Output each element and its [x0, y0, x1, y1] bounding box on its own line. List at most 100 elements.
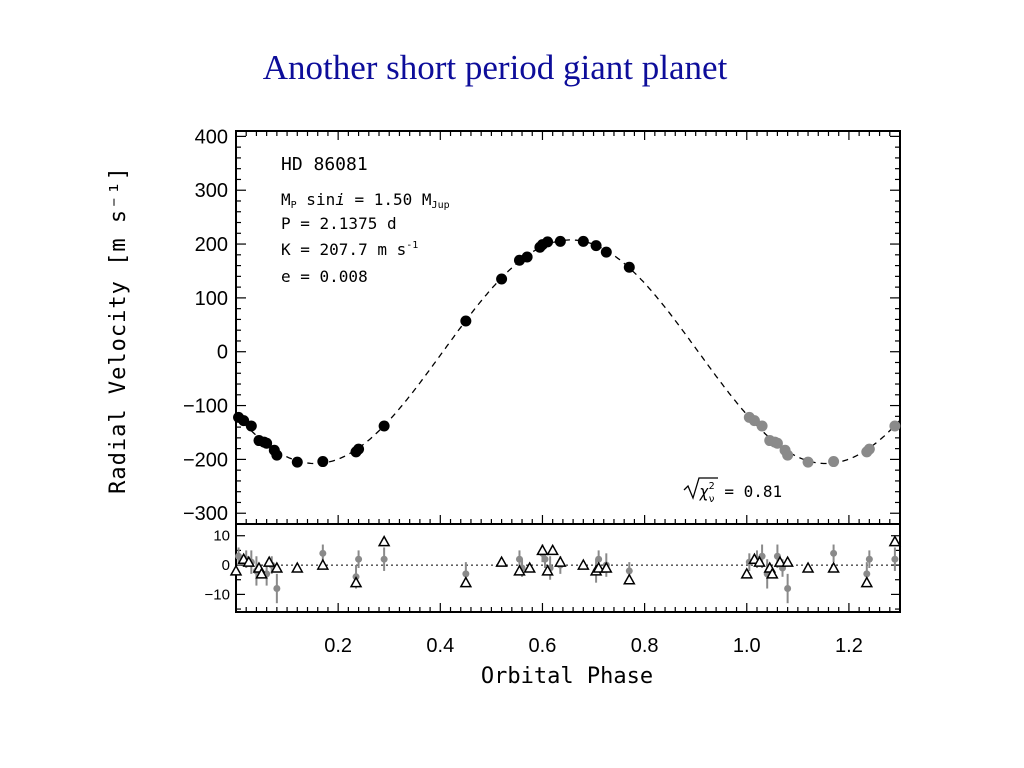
- y-tick-label: 400: [195, 126, 228, 148]
- residual-point-triangle: [592, 561, 605, 573]
- residual-y-tick-label: 0: [222, 557, 230, 574]
- sqrt-symbol: [683, 477, 718, 500]
- residual-point-dot: [462, 570, 470, 578]
- residual-point-triangle: [766, 567, 779, 579]
- residual-point-dot: [830, 549, 838, 557]
- residual-point-triangle: [495, 555, 508, 567]
- residual-point-triangle: [459, 576, 473, 588]
- rv-point-repeat: [802, 456, 814, 468]
- rv-point: [261, 437, 273, 449]
- residual-point-dot: [865, 555, 873, 563]
- residual-point-triangle: [316, 558, 330, 570]
- y-tick-label: 200: [195, 234, 228, 256]
- residual-point-dot: [784, 585, 792, 593]
- mass-label: MP sini = 1.50 MJup: [281, 190, 450, 211]
- residual-point-dot: [625, 567, 633, 575]
- rv-point: [271, 449, 283, 461]
- rv-point-repeat: [782, 449, 794, 461]
- rv-point-repeat: [889, 420, 901, 432]
- x-tick-label: 1.0: [733, 635, 761, 657]
- y-tick-label: 300: [195, 180, 228, 202]
- rv-point: [238, 415, 250, 427]
- residual-panel: −10 0 10 0.2 0.4 0.6 0.8 1.0 1.2: [205, 523, 902, 657]
- residual-point-dot: [273, 585, 281, 593]
- rv-point-repeat: [863, 443, 875, 455]
- residual-point-dot: [355, 555, 363, 563]
- eccentricity-label: e = 0.008: [281, 267, 368, 286]
- rv-point: [291, 456, 303, 468]
- residual-point-triangle: [536, 543, 549, 556]
- x-axis-label: Orbital Phase: [481, 664, 653, 689]
- residual-y-tick-label: −10: [205, 586, 230, 603]
- residual-point-triangle: [377, 535, 391, 547]
- residual-point-triangle: [781, 555, 794, 567]
- residual-point-triangle: [523, 561, 536, 573]
- rv-point: [353, 443, 365, 455]
- residual-y-tick-label: 10: [213, 528, 230, 545]
- residual-point-triangle: [888, 535, 902, 547]
- rv-point-repeat: [756, 420, 768, 432]
- rv-point: [623, 261, 635, 273]
- residual-point-triangle: [577, 558, 590, 570]
- rv-point: [521, 251, 533, 263]
- residual-point-triangle: [513, 564, 526, 576]
- residual-point-triangle: [740, 567, 754, 579]
- y-tick-label: 100: [195, 288, 228, 310]
- residual-point-triangle: [753, 555, 766, 567]
- residual-point-triangle: [541, 564, 554, 576]
- rv-point: [590, 240, 602, 252]
- star-name: HD 86081: [281, 154, 368, 175]
- rv-point-repeat: [748, 415, 760, 427]
- y-tick-label: −200: [183, 449, 228, 471]
- rv-point: [554, 235, 566, 247]
- residual-point-triangle: [262, 555, 276, 567]
- rv-point: [460, 315, 472, 327]
- amplitude-label: K = 207.7 m s-1: [281, 240, 418, 259]
- fit-curve: [235, 239, 901, 465]
- x-tick-label: 0.6: [529, 635, 557, 657]
- y-tick-label: −100: [183, 396, 228, 418]
- rv-point: [496, 273, 508, 285]
- rv-point: [245, 420, 257, 432]
- residual-point-dot: [235, 552, 243, 560]
- rv-panel: −300 −200 −100 0 100 200 300 400: [183, 126, 901, 525]
- residual-point-triangle: [827, 561, 840, 573]
- y-axis-label: Radial Velocity [m s⁻¹]: [106, 166, 131, 494]
- residual-point-triangle: [623, 573, 636, 585]
- residual-point-triangle: [242, 555, 256, 567]
- residual-plot-frame: [235, 523, 901, 613]
- residual-point-triangle: [860, 576, 874, 588]
- x-tick-label: 1.2: [835, 635, 863, 657]
- residual-point-dot: [891, 555, 899, 563]
- rv-point: [317, 456, 329, 468]
- rv-point: [542, 236, 554, 248]
- residual-point-triangle: [255, 567, 268, 579]
- residual-point-dot: [541, 555, 549, 563]
- x-tick-label: 0.4: [426, 635, 454, 657]
- residual-point-dot: [380, 555, 388, 563]
- residual-point-triangle: [600, 561, 613, 573]
- residual-point-triangle: [546, 543, 559, 556]
- chi2-label: χ2 ν = 0.81: [683, 477, 782, 505]
- period-label: P = 2.1375 d: [281, 214, 397, 233]
- rv-point: [600, 246, 612, 258]
- residual-point-dot: [319, 549, 327, 557]
- y-tick-label: −300: [183, 503, 228, 525]
- rv-point-repeat: [771, 437, 783, 449]
- rv-point: [577, 235, 589, 247]
- x-tick-label: 0.2: [324, 635, 352, 657]
- y-tick-label: 0: [217, 342, 228, 364]
- residual-point-dot: [595, 555, 603, 563]
- residual-point-triangle: [801, 561, 815, 573]
- svg-text:χ2ν = 0.81: χ2 ν = 0.81: [699, 481, 782, 505]
- residual-point-triangle: [291, 561, 304, 573]
- rv-point-repeat: [828, 456, 840, 468]
- residual-point-triangle: [554, 555, 567, 567]
- residual-point-triangle: [229, 564, 243, 576]
- slide-title: Another short period giant planet: [262, 48, 728, 87]
- rv-point: [378, 420, 390, 432]
- residual-point-dot: [863, 570, 871, 578]
- residual-point-triangle: [773, 555, 787, 567]
- residual-point-triangle: [349, 576, 363, 588]
